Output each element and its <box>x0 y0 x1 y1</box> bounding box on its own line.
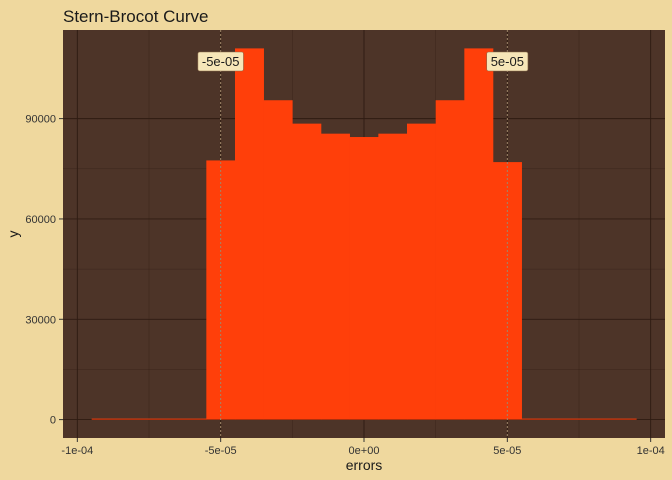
chart-title: Stern-Brocot Curve <box>63 7 209 26</box>
y-axis-title: y <box>5 231 21 238</box>
reference-label: -5e-05 <box>197 51 244 72</box>
x-tick-label: -5e-05 <box>205 445 237 457</box>
histogram-bars <box>91 48 637 420</box>
y-tick-label: 90000 <box>25 114 56 126</box>
x-axis-title: errors <box>346 457 383 473</box>
reference-lines: -5e-05 5e-05 <box>197 30 529 438</box>
x-tick-label: 1e-04 <box>637 445 665 457</box>
histogram-bar <box>464 48 494 420</box>
reference-label: 5e-05 <box>486 51 529 72</box>
axis-ticks: -1e-04 -5e-05 0e+00 5e-05 1e-04 0 30000 60000 90… <box>25 114 664 457</box>
x-tick-label: -1e-04 <box>61 445 93 457</box>
x-tick-label: 5e-05 <box>493 445 521 457</box>
reference-label-box <box>197 51 244 72</box>
histogram-bar <box>521 418 637 420</box>
reference-label-text: -5e-05 <box>202 54 240 69</box>
x-tick-label: 0e+00 <box>349 445 380 457</box>
reference-label-box <box>486 51 529 72</box>
histogram-bar <box>349 137 379 420</box>
histogram-bar <box>407 123 436 420</box>
histogram-bar <box>235 48 264 420</box>
y-tick-label: 30000 <box>25 314 56 326</box>
histogram-bar <box>321 133 350 420</box>
y-tick-label: 0 <box>50 415 56 427</box>
histogram-bar <box>292 123 322 420</box>
histogram-bar <box>263 100 293 420</box>
histogram-bar <box>91 418 207 420</box>
histogram-bar <box>378 133 408 420</box>
reference-label-text: 5e-05 <box>491 54 524 69</box>
y-tick-label: 60000 <box>25 214 56 226</box>
histogram-bar <box>435 100 465 420</box>
